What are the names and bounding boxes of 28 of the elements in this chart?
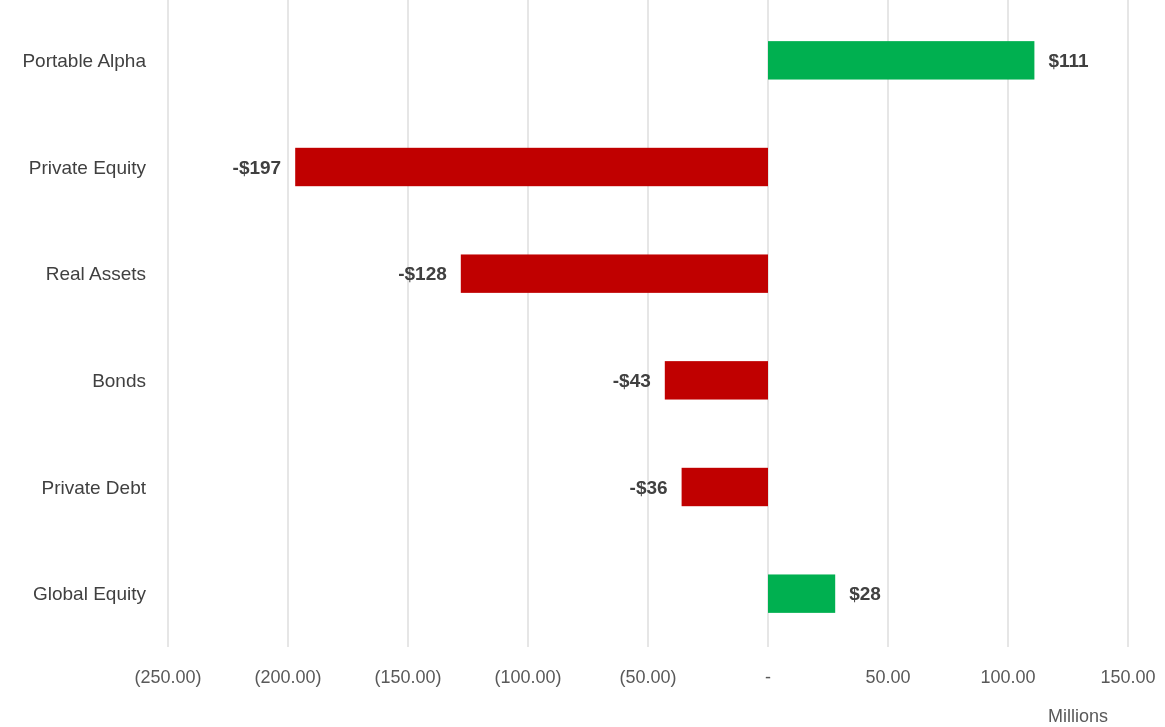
x-tick-label: 100.00	[980, 667, 1036, 687]
x-tick-label: 150.00	[1100, 667, 1156, 687]
bar	[460, 254, 768, 293]
y-tick-label: Private Debt	[41, 476, 147, 498]
x-tick-label: (200.00)	[254, 667, 322, 687]
x-tick-label: (250.00)	[134, 667, 202, 687]
data-label: -$43	[612, 369, 651, 391]
data-label: -$128	[398, 263, 447, 285]
y-tick-label: Bonds	[92, 369, 146, 391]
data-label: $111	[1048, 49, 1089, 71]
bar	[295, 147, 768, 187]
x-axis-title: Millions	[1047, 706, 1109, 726]
x-tick-label: 50.00	[865, 667, 911, 687]
bar	[681, 467, 768, 507]
y-tick-label: Private Equity	[28, 156, 147, 178]
x-tick-label: -	[765, 667, 771, 687]
y-tick-label: Global Equity	[32, 583, 147, 605]
data-label: -$197	[232, 156, 282, 178]
data-label: $28	[849, 583, 881, 605]
y-tick-label: Real Assets	[45, 263, 146, 285]
data-label: -$36	[629, 476, 668, 498]
bar	[768, 41, 1035, 80]
x-tick-label: (100.00)	[494, 667, 562, 687]
x-tick-label: (50.00)	[619, 667, 677, 687]
bar	[664, 361, 768, 400]
x-tick-label: (150.00)	[374, 667, 442, 687]
y-tick-label: Portable Alpha	[22, 49, 147, 71]
bar	[768, 574, 836, 613]
